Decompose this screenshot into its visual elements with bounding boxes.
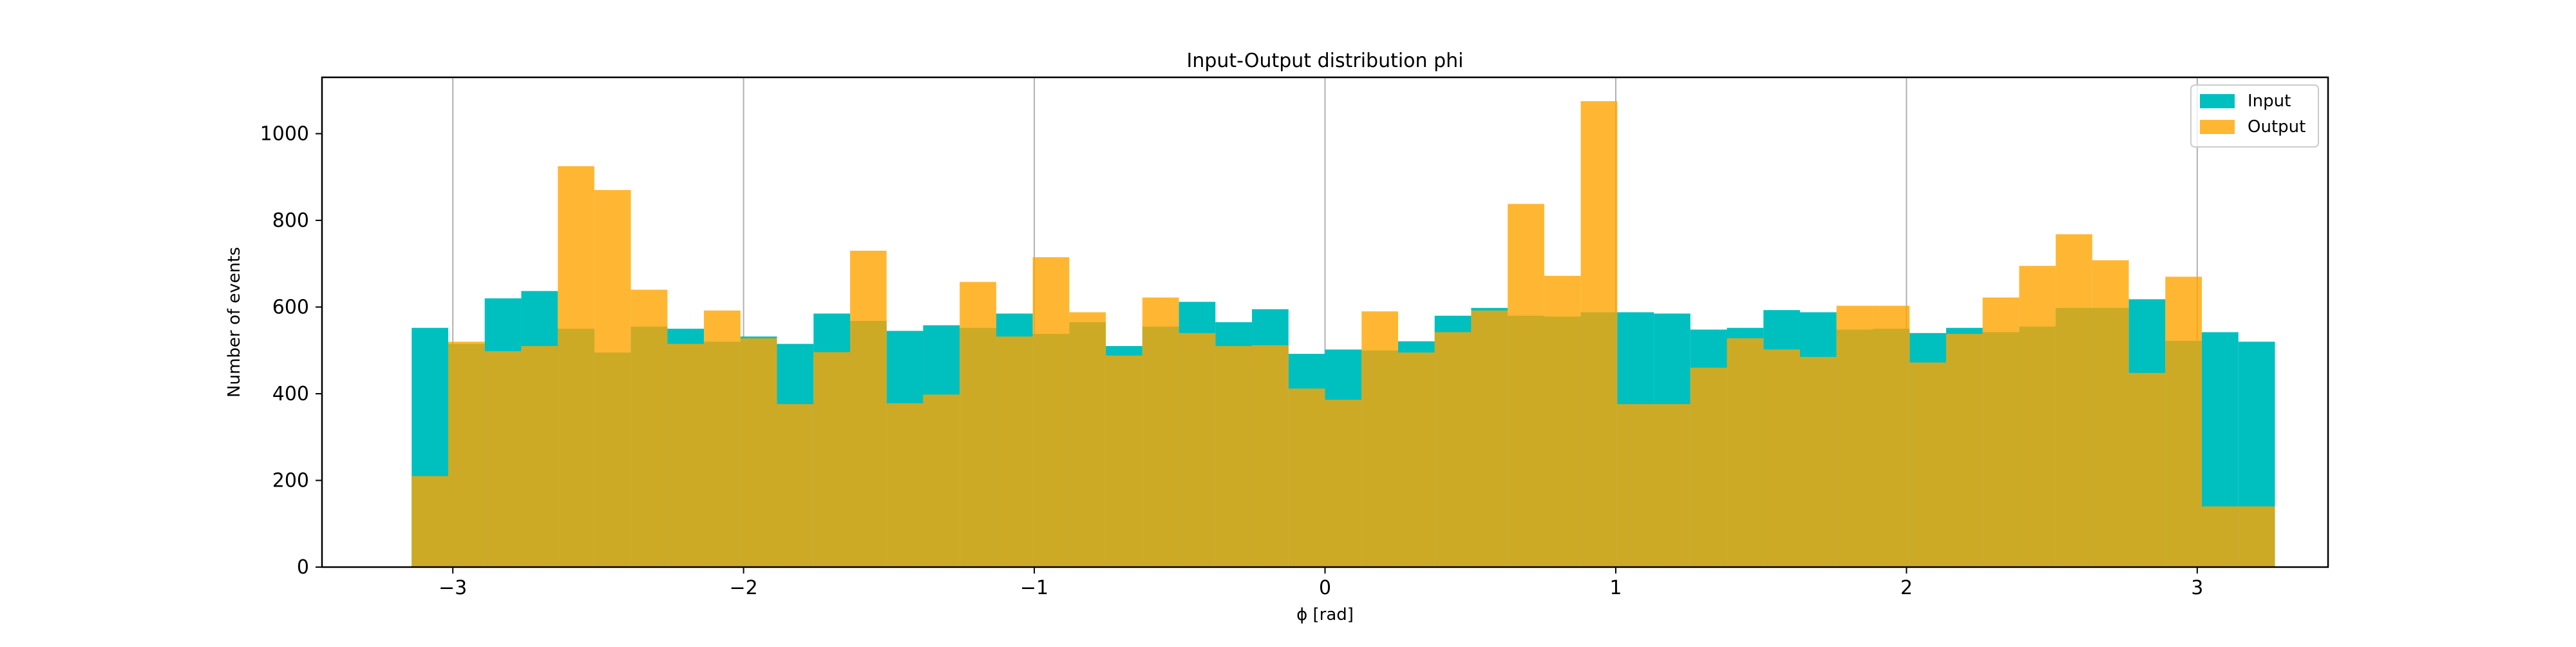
x-tick-label: −3 [439, 577, 467, 599]
histogram-bar [704, 310, 741, 567]
x-tick-label: 1 [1609, 577, 1622, 599]
histogram-bar [594, 189, 631, 567]
histogram-bar [1873, 305, 1910, 567]
histogram-bar [1215, 345, 1253, 567]
histogram-bar [1032, 257, 1070, 567]
histogram-bar [1690, 367, 1727, 567]
legend-label-output: Output [2248, 117, 2306, 137]
histogram-bar [630, 289, 668, 567]
histogram-bar [1763, 349, 1800, 567]
y-tick-label: 600 [272, 296, 309, 318]
histogram-bar [1654, 404, 1690, 567]
histogram-bar [1544, 276, 1581, 567]
histogram-bar [923, 394, 960, 567]
series-output [412, 101, 2275, 568]
histogram-bar [2092, 260, 2129, 567]
histogram-bar [777, 404, 814, 567]
histogram-bar [1617, 404, 1654, 567]
histogram-bar [2202, 506, 2239, 567]
y-tick-label: 0 [297, 556, 309, 579]
histogram-bar [412, 476, 448, 567]
histogram-bar [1471, 310, 1508, 567]
histogram-bar [2019, 266, 2056, 567]
histogram-bars [412, 101, 2275, 568]
x-tick-label: 0 [1319, 577, 1331, 599]
histogram-bar [2165, 276, 2202, 567]
y-tick-label: 200 [272, 469, 309, 492]
histogram-bar [996, 336, 1033, 567]
histogram-bar [850, 251, 887, 567]
histogram-bar [1836, 305, 1873, 567]
histogram-bar [740, 338, 777, 567]
x-tick-label: −1 [1020, 577, 1048, 599]
histogram-bar [1179, 333, 1216, 567]
legend-swatch-output [2200, 120, 2235, 134]
y-tick-label: 400 [272, 383, 309, 405]
legend-swatch-input [2200, 94, 2235, 108]
histogram-bar [813, 352, 851, 567]
histogram-bar [1580, 101, 1618, 567]
histogram-bar [448, 342, 485, 567]
histogram-bar [2238, 506, 2275, 567]
histogram-bar [1325, 400, 1362, 567]
y-tick-label: 800 [272, 209, 309, 232]
histogram-bar [1799, 356, 1837, 567]
histogram-bar [2128, 372, 2166, 567]
legend-label-input: Input [2248, 92, 2291, 111]
x-tick-label: 2 [1900, 577, 1913, 599]
histogram-bar [1434, 332, 1472, 567]
histogram-bar [1069, 312, 1106, 567]
chart-title: Input-Output distribution phi [1187, 50, 1464, 72]
legend: Input Output [2190, 84, 2319, 148]
histogram-bar [960, 282, 996, 567]
histogram-bar [1142, 297, 1179, 567]
x-tick-label: −2 [729, 577, 757, 599]
histogram-bar [558, 166, 594, 567]
y-axis: 0 200 400 600 800 1000 [260, 122, 322, 579]
y-axis-label: Number of events [225, 247, 244, 398]
histogram-bar [521, 345, 558, 567]
histogram-bar [1397, 352, 1435, 567]
histogram-bar [1909, 362, 1946, 567]
histogram-bar [1361, 311, 1398, 567]
histogram-bar [1727, 338, 1764, 567]
x-tick-label: 3 [2191, 577, 2203, 599]
histogram-bar [2056, 234, 2092, 568]
histogram-bar [667, 343, 705, 567]
histogram-bar [1288, 388, 1325, 567]
histogram-bar [1982, 297, 2020, 567]
histogram-bar [1508, 204, 1544, 567]
x-axis-label: ϕ [rad] [1296, 605, 1354, 624]
histogram-bar [886, 403, 923, 567]
y-tick-label: 1000 [260, 122, 309, 145]
histogram-bar [1252, 345, 1289, 567]
histogram-bar [1946, 334, 1983, 567]
x-axis: −3 −2 −1 0 1 2 3 [439, 567, 2203, 599]
histogram-bar [1106, 355, 1142, 567]
histogram-bar [484, 351, 522, 567]
